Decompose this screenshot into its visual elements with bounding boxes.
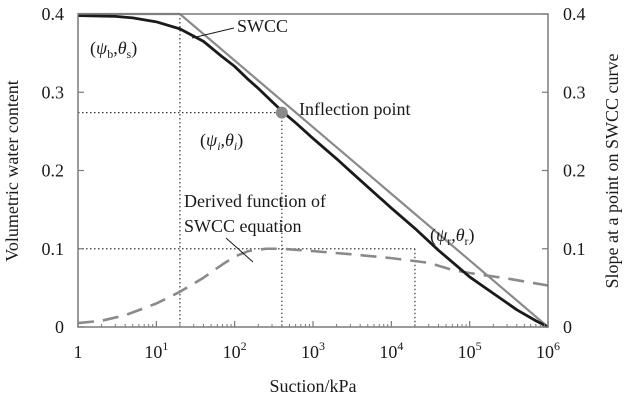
annotation-derived-function-line1: Derived function of — [184, 191, 326, 211]
psi-symbol: ψ — [96, 38, 108, 58]
annotation-derived-leader — [225, 237, 254, 263]
x-tick-label: 102 — [223, 339, 247, 362]
x-tick-label: 1 — [74, 342, 83, 362]
series-line — [77, 14, 549, 329]
y-tick-label-left: 0.1 — [42, 239, 65, 259]
marker-layer — [275, 106, 288, 119]
annotation-inflection-point: Inflection point — [299, 99, 410, 119]
y-axis-title-right: Slope at a point on SWCC curve — [602, 54, 622, 289]
inflection-point-marker — [275, 106, 288, 119]
theta-symbol: θ — [118, 38, 127, 58]
annotation-swcc-leader — [191, 27, 235, 39]
axis-ticks — [77, 13, 549, 328]
x-tick-label: 106 — [536, 339, 560, 362]
psi-subscript: i — [217, 139, 220, 153]
series-line — [78, 12, 549, 328]
annotation-derived-function-line2: SWCC equation — [184, 216, 302, 236]
y-tick-label-left: 0.4 — [42, 4, 65, 24]
theta-subscript: s — [127, 47, 132, 61]
y-tick-label-right: 0.2 — [563, 161, 586, 181]
x-tick-label: 105 — [458, 339, 482, 362]
y-tick-label-right: 0 — [563, 317, 572, 337]
label-psi-b-theta-s: (ψb,θs) — [90, 38, 137, 61]
psi-symbol: ψ — [436, 225, 448, 245]
psi-subscript: b — [107, 47, 113, 61]
label-psi-i-theta-i: (ψi,θi) — [200, 130, 243, 153]
series-line — [77, 247, 549, 325]
axis-tick-labels: 1 101 102 103 104 105 10600.10.20.30.400.10.20… — [42, 4, 586, 362]
series-layer — [77, 12, 549, 329]
y-tick-label-left: 0.2 — [42, 161, 65, 181]
label-psi-r-theta-r: (ψr,θr) — [430, 225, 475, 248]
theta-symbol: θ — [456, 225, 465, 245]
psi-subscript: r — [447, 234, 451, 248]
y-tick-label-right: 0.3 — [563, 82, 586, 102]
y-tick-label-left: 0 — [55, 317, 64, 337]
annotation-swcc: SWCC — [237, 16, 288, 36]
plot-frame — [77, 13, 549, 328]
x-tick-label: 101 — [144, 339, 168, 362]
theta-subscript: r — [465, 234, 469, 248]
y-tick-label-right: 0.1 — [563, 239, 586, 259]
psi-symbol: ψ — [206, 130, 218, 150]
theta-symbol: θ — [225, 130, 234, 150]
y-tick-label-right: 0.4 — [563, 4, 586, 24]
x-tick-label: 103 — [301, 339, 325, 362]
x-tick-label: 104 — [379, 339, 403, 362]
annotations: SWCC Inflection point Derived function o… — [90, 16, 475, 263]
y-tick-label-left: 0.3 — [42, 82, 65, 102]
x-axis-title: Suction/kPa — [269, 376, 356, 396]
theta-subscript: i — [234, 139, 237, 153]
y-axis-title-left: Volumetric water content — [2, 80, 22, 262]
